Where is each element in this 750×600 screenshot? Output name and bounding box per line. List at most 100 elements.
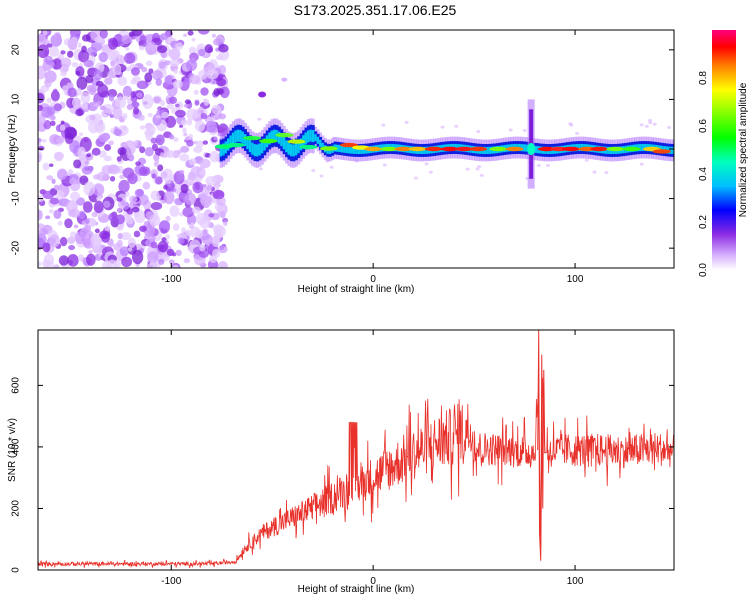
ridge-hotspot bbox=[380, 146, 399, 152]
spectrogram-y-tick-label: -10 bbox=[11, 191, 22, 206]
noise-speckle bbox=[103, 155, 112, 162]
noise-speckle bbox=[147, 112, 153, 118]
noise-speckle bbox=[150, 202, 163, 211]
ridge-core bbox=[285, 140, 289, 153]
snr-series-layer bbox=[38, 330, 674, 569]
noise-speckle bbox=[55, 136, 65, 144]
noise-speckle bbox=[155, 78, 162, 87]
noise-speckle bbox=[183, 103, 189, 108]
noise-speckle bbox=[38, 209, 43, 221]
noise-speckle bbox=[148, 68, 154, 74]
snr-x-axis: -100 0 100 bbox=[161, 330, 584, 587]
noise-speckle bbox=[141, 66, 148, 73]
noise-speckle bbox=[126, 103, 134, 111]
noise-speckle bbox=[46, 43, 53, 48]
noise-speckle bbox=[258, 167, 263, 171]
noise-speckle bbox=[67, 236, 76, 244]
noise-speckle bbox=[119, 246, 130, 257]
noise-speckle bbox=[163, 184, 168, 190]
noise-speckle bbox=[172, 264, 179, 268]
noise-speckle bbox=[189, 74, 201, 85]
noise-speckle bbox=[257, 117, 262, 121]
noise-speckle bbox=[199, 158, 211, 169]
ridge-core bbox=[638, 144, 642, 152]
noise-speckle bbox=[156, 45, 168, 54]
noise-speckle bbox=[479, 173, 484, 177]
noise-speckle bbox=[92, 183, 105, 197]
noise-speckle bbox=[96, 171, 108, 182]
spectrogram-y-axis: -20 -10 0 10 20 bbox=[11, 44, 674, 255]
colorbar-tick-label: 0.4 bbox=[698, 167, 709, 181]
noise-speckle bbox=[102, 200, 111, 208]
noise-speckle bbox=[49, 197, 60, 205]
noise-speckle bbox=[119, 174, 125, 179]
spectrogram-y-tick-label: 0 bbox=[11, 146, 22, 152]
noise-speckle bbox=[60, 57, 72, 68]
ridge-hotspot bbox=[469, 146, 488, 152]
ridge-hotspot bbox=[319, 146, 338, 151]
noise-speckle bbox=[117, 232, 123, 240]
noise-speckle bbox=[80, 159, 90, 167]
noise-speckle bbox=[149, 260, 155, 266]
noise-speckle bbox=[75, 70, 81, 76]
noise-speckle bbox=[201, 233, 213, 245]
noise-speckle bbox=[99, 30, 108, 39]
ridge-core bbox=[229, 135, 233, 148]
snr-y-label: SNR (10 * v/v) bbox=[7, 418, 18, 482]
noise-speckle bbox=[508, 128, 513, 132]
noise-speckle bbox=[53, 209, 62, 219]
noise-speckle bbox=[145, 41, 157, 56]
noise-speckle bbox=[185, 58, 198, 71]
ridge-core bbox=[292, 144, 296, 157]
ridge-core bbox=[578, 143, 582, 152]
noise-speckle bbox=[454, 124, 459, 128]
noise-speckle bbox=[38, 233, 47, 246]
noise-speckle bbox=[184, 99, 191, 105]
noise-speckle bbox=[329, 165, 334, 169]
ridge-core bbox=[343, 145, 347, 153]
ridge-core bbox=[306, 130, 310, 143]
noise-speckle bbox=[125, 66, 131, 72]
noise-speckle bbox=[150, 190, 160, 201]
noise-speckle bbox=[222, 221, 228, 227]
ridge-core bbox=[670, 146, 674, 154]
snr-panel: -100 0 100 0 200 400 600 Height of straight l… bbox=[7, 329, 675, 595]
noise-speckle bbox=[80, 91, 91, 104]
noise-speckle bbox=[155, 134, 165, 146]
noise-speckle bbox=[157, 258, 165, 266]
noise-speckle bbox=[131, 67, 140, 76]
noise-speckle bbox=[102, 260, 112, 268]
noise-speckle bbox=[124, 52, 136, 64]
ridge-core bbox=[231, 132, 235, 145]
noise-speckle bbox=[219, 245, 225, 251]
noise-speckle bbox=[213, 136, 218, 141]
noise-speckle bbox=[83, 224, 92, 233]
noise-speckle bbox=[179, 153, 190, 162]
noise-speckle bbox=[78, 132, 84, 136]
ridge-core bbox=[243, 134, 247, 147]
noise-speckle bbox=[216, 88, 224, 95]
noise-speckle bbox=[38, 223, 45, 230]
noise-speckle bbox=[43, 120, 52, 130]
ridge-core bbox=[321, 142, 325, 150]
ridge-core bbox=[314, 134, 318, 142]
spectrogram-x-tick-label: 100 bbox=[567, 274, 584, 285]
colorbar-tick-label: 0.8 bbox=[698, 71, 709, 85]
noise-speckle bbox=[49, 120, 56, 127]
noise-speckle bbox=[172, 223, 180, 231]
noise-speckle bbox=[186, 139, 194, 147]
ridge-hotspot bbox=[226, 142, 245, 148]
noise-speckle bbox=[45, 215, 51, 220]
noise-speckle bbox=[193, 89, 199, 95]
isolated-blob bbox=[281, 77, 288, 82]
noise-speckle bbox=[195, 140, 204, 148]
noise-speckle bbox=[186, 118, 193, 126]
noise-speckle bbox=[76, 88, 82, 96]
noise-speckle bbox=[183, 33, 188, 37]
colorbar-label: Normalized spectral amplitude bbox=[738, 82, 749, 217]
noise-speckle bbox=[522, 128, 527, 132]
noise-speckle bbox=[38, 142, 41, 146]
noise-speckle bbox=[76, 76, 88, 90]
